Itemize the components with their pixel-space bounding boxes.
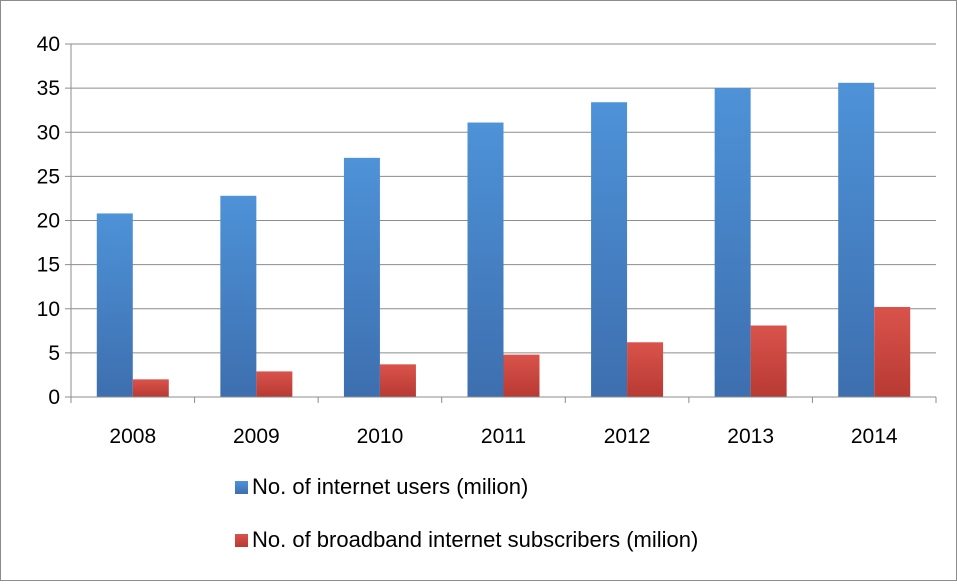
x-tick-label: 2009 — [233, 425, 280, 448]
x-tick-label: 2012 — [604, 425, 651, 448]
bar-internet-users-2014 — [838, 82, 875, 397]
bar-broadband-subscribers-2014 — [874, 306, 911, 397]
x-tick-label: 2011 — [481, 425, 526, 448]
bar-broadband-subscribers-2011 — [503, 354, 540, 397]
legend-label: No. of internet users (milion) — [252, 474, 528, 499]
x-tick-label: 2014 — [851, 425, 898, 448]
bar-broadband-subscribers-2009 — [256, 371, 293, 397]
y-tick-label: 20 — [37, 210, 60, 233]
bar-broadband-subscribers-2010 — [379, 364, 416, 397]
y-tick-label: 40 — [37, 33, 60, 56]
legend: No. of internet users (milion) No. of bro… — [235, 474, 698, 552]
legend-swatch — [235, 534, 248, 547]
bar-broadband-subscribers-2013 — [750, 325, 787, 397]
bars — [96, 82, 911, 398]
bar-broadband-subscribers-2012 — [627, 342, 664, 397]
x-tick-label: 2010 — [357, 425, 404, 448]
y-tick-label: 15 — [37, 254, 60, 277]
x-tick-label: 2013 — [727, 425, 774, 448]
y-tick-label: 30 — [37, 121, 60, 144]
legend-swatch — [235, 481, 248, 494]
y-tick-label: 10 — [37, 298, 60, 321]
bar-internet-users-2009 — [220, 195, 257, 397]
y-tick-label: 0 — [48, 386, 60, 409]
bar-internet-users-2011 — [467, 122, 504, 397]
y-tick-label: 25 — [37, 165, 60, 188]
bar-broadband-subscribers-2008 — [132, 379, 169, 397]
x-tick-label: 2008 — [109, 425, 156, 448]
y-tick-label: 5 — [48, 342, 60, 365]
bar-internet-users-2010 — [343, 157, 380, 397]
bar-internet-users-2013 — [714, 88, 751, 397]
y-tick-label: 35 — [37, 77, 60, 100]
bar-internet-users-2012 — [591, 102, 628, 398]
axes — [70, 44, 936, 398]
x-axis-ticks: 2008 2009 2010 2011 2012 2013 2014 — [70, 397, 937, 448]
bar-internet-users-2008 — [96, 213, 133, 397]
y-axis-ticks: 0 5 10 15 20 25 30 35 40 — [37, 33, 71, 409]
legend-label: No. of broadband internet subscribers (m… — [252, 527, 698, 552]
